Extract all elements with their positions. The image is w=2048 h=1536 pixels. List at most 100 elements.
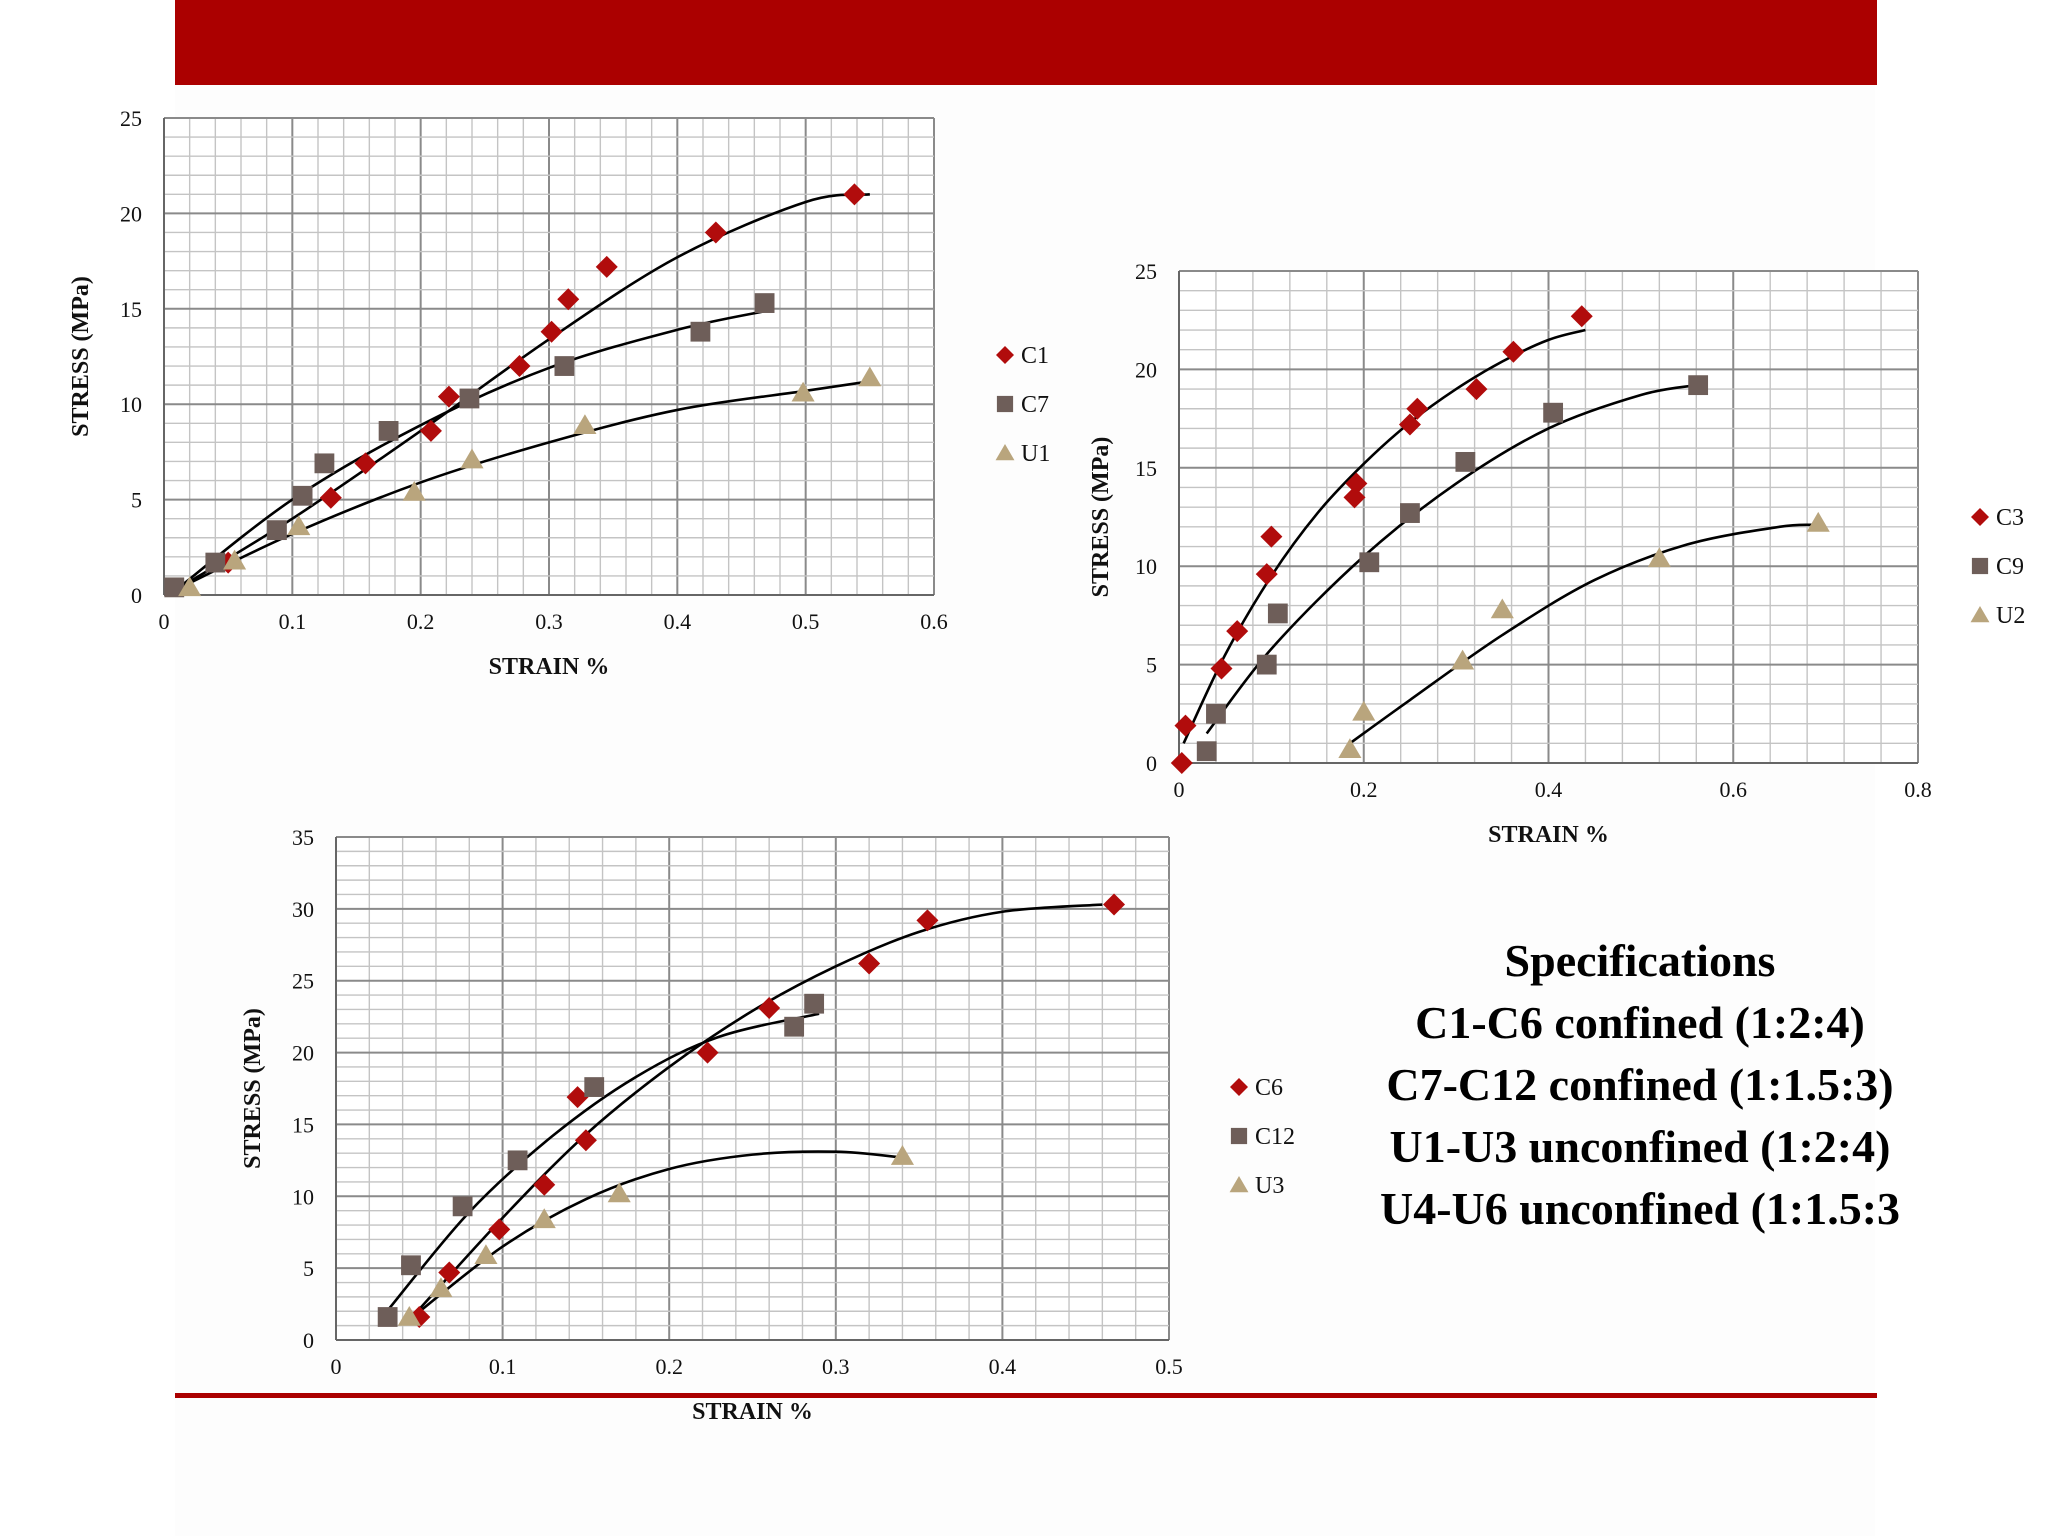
data-point-u1 [402, 480, 426, 501]
data-point-c9 [1359, 552, 1380, 573]
data-point-c6 [488, 1218, 511, 1241]
data-point-c6 [858, 952, 881, 975]
data-point-u1 [460, 448, 484, 469]
series-u2 [1338, 511, 1830, 759]
data-point-c6 [574, 1129, 597, 1152]
x-tick-label: 0.4 [989, 1354, 1017, 1379]
trend-line-c1 [176, 193, 870, 591]
grid [1178, 270, 1919, 764]
data-point-c1 [843, 183, 866, 206]
data-point-c7 [690, 321, 711, 342]
data-point-c6 [696, 1041, 719, 1064]
data-point-u2 [1338, 738, 1362, 759]
data-point-c3 [1170, 752, 1193, 774]
legend-marker-u1 [995, 444, 1015, 461]
x-tick-label: 0 [331, 1354, 342, 1379]
data-point-u1 [573, 414, 597, 434]
data-point-c1 [595, 255, 618, 278]
y-tick-label: 0 [131, 583, 142, 608]
legend-marker-u2 [1970, 606, 1990, 623]
data-point-u1 [287, 515, 311, 536]
series-c7 [164, 293, 775, 598]
data-point-c1 [508, 355, 531, 378]
y-tick-label: 10 [120, 392, 142, 417]
data-point-c12 [584, 1077, 605, 1097]
y-tick-label: 20 [1135, 357, 1157, 382]
data-point-c3 [1343, 486, 1366, 509]
data-point-c3 [1260, 525, 1283, 548]
x-tick-label: 0.2 [655, 1354, 683, 1379]
legend: C6 C12 U3 [1229, 1075, 1295, 1199]
data-point-u1 [178, 576, 202, 597]
y-tick-label: 5 [303, 1256, 314, 1281]
data-point-c6 [438, 1261, 461, 1284]
trend-line-c9 [1205, 383, 1697, 735]
trend-line-c6 [410, 903, 1103, 1320]
data-point-c7 [554, 356, 575, 376]
x-tick-label: 0.8 [1904, 777, 1932, 802]
y-tick-label: 10 [292, 1184, 314, 1209]
data-point-u1 [858, 366, 882, 387]
legend-marker-c9 [1971, 557, 1989, 575]
legend-label-c6: C6 [1255, 1075, 1283, 1101]
stress-strain-chart-c1-c7-u1: 0 0.1 0.2 0.3 0.4 0.5 0.6 0 5 10 15 20 25 STRAIN % STR… [68, 106, 1050, 680]
legend-marker-c12 [1230, 1127, 1248, 1145]
data-point-u3 [890, 1145, 914, 1165]
spec-line-u1-u3: U1-U3 unconfined (1:2:4) [1389, 1121, 1891, 1172]
top-banner [175, 0, 1877, 85]
data-point-c12 [452, 1196, 473, 1217]
data-point-u2 [1490, 598, 1514, 619]
y-tick-label: 5 [1146, 653, 1157, 678]
data-point-u3 [474, 1244, 498, 1265]
trend-line-c12 [388, 1012, 820, 1310]
specifications-title: Specifications [1504, 935, 1776, 986]
data-point-c1 [319, 486, 342, 509]
x-tick-label: 0.5 [1155, 1354, 1183, 1379]
series-c6 [408, 893, 1126, 1329]
y-tick-label: 5 [131, 488, 142, 513]
data-point-c7 [205, 552, 226, 573]
legend-marker-c7 [996, 395, 1014, 413]
x-tick-label: 0.6 [920, 609, 948, 634]
data-point-c3 [1406, 397, 1429, 420]
spec-line-c7-c12: C7-C12 confined (1:1.5:3) [1386, 1059, 1894, 1110]
x-tick-label: 0.4 [664, 609, 692, 634]
data-point-c9 [1267, 603, 1288, 624]
data-point-u2 [1647, 547, 1671, 568]
y-tick-label: 0 [1146, 751, 1157, 776]
x-tick-label: 0.3 [822, 1354, 850, 1379]
trend-line-u3 [410, 1150, 903, 1320]
y-tick-label: 15 [292, 1112, 314, 1137]
y-tick-label: 15 [120, 297, 142, 322]
x-tick-label: 0.1 [489, 1354, 516, 1379]
x-tick-label: 0.3 [535, 609, 563, 634]
data-point-c12 [401, 1255, 421, 1276]
data-point-c12 [507, 1150, 528, 1171]
data-point-c3 [1502, 340, 1525, 363]
data-point-c3 [1465, 378, 1488, 401]
y-tick-label: 10 [1135, 554, 1157, 579]
legend-marker-u3 [1229, 1176, 1249, 1193]
legend-label-u2: U2 [1996, 603, 2025, 629]
y-tick-label: 15 [1135, 456, 1157, 481]
data-point-u2 [1806, 511, 1830, 532]
series-u1 [178, 366, 882, 597]
data-point-c6 [566, 1086, 589, 1109]
legend-label-c12: C12 [1255, 1124, 1295, 1150]
grid [335, 836, 1170, 1341]
data-point-c7 [292, 485, 313, 506]
data-point-c3 [1398, 413, 1421, 436]
data-point-c1 [354, 452, 377, 475]
data-point-c7 [754, 293, 775, 313]
data-point-c7 [314, 453, 335, 474]
data-point-c6 [408, 1306, 431, 1329]
data-point-u3 [429, 1277, 453, 1298]
legend: C1 C7 U1 [995, 343, 1050, 467]
data-point-u1 [791, 381, 815, 402]
legend-marker-c3 [1971, 508, 1989, 526]
x-axis-title: STRAIN % [692, 1399, 813, 1425]
legend-label-u1: U1 [1021, 441, 1050, 467]
data-point-c12 [804, 993, 825, 1014]
data-point-c6 [533, 1173, 556, 1196]
specifications-panel: Specifications C1-C6 confined (1:2:4) C7… [1300, 930, 1980, 1240]
